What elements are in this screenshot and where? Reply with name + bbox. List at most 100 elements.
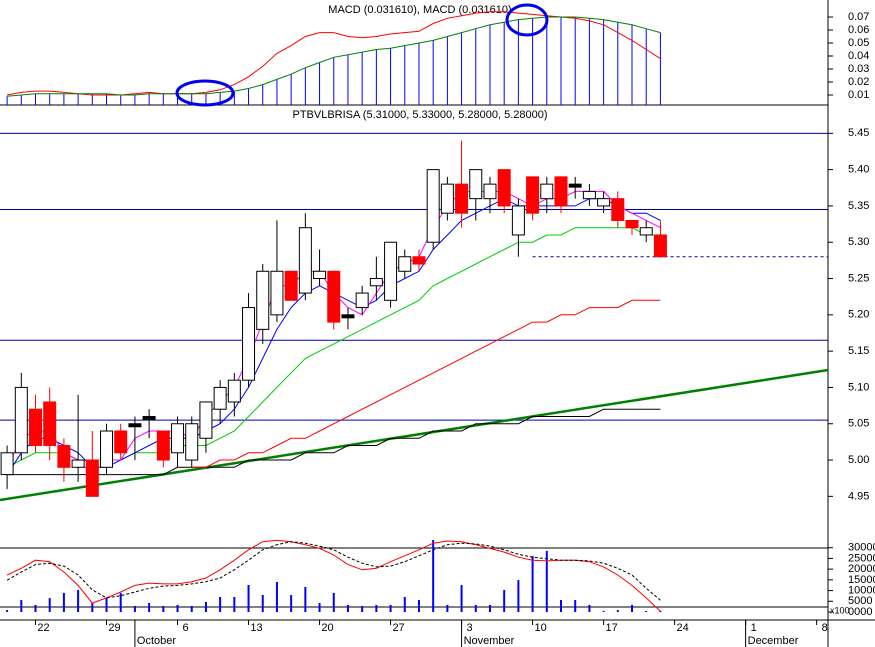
candle-body <box>639 227 653 236</box>
candle-body <box>369 278 383 287</box>
volume-bar <box>375 604 378 612</box>
y-tick-label: 5.30 <box>848 236 869 248</box>
y-tick-label: 5.05 <box>848 418 869 430</box>
candle-body <box>284 270 298 301</box>
volume-bar <box>559 600 562 612</box>
highlight-circle <box>505 3 549 37</box>
candle-body <box>199 401 213 439</box>
candle-body <box>341 314 355 319</box>
volume-bar <box>432 540 435 612</box>
candle-body <box>171 423 185 454</box>
y-tick-label: 0.04 <box>848 50 869 62</box>
candle-body <box>227 379 241 403</box>
price-title: PTBVLBRISA (5.31000, 5.33000, 5.28000, 5… <box>292 109 547 121</box>
y-tick-label: 0000 <box>848 606 872 618</box>
volume-bar <box>616 610 619 612</box>
volume-bar <box>290 595 293 612</box>
x-tick-label: 1 <box>751 622 757 634</box>
volume-bar <box>204 601 207 612</box>
y-tick-label: 5.15 <box>848 345 869 357</box>
y-tick-label: 30000 <box>848 542 875 554</box>
volume-bar <box>6 610 9 612</box>
volume-bar <box>304 586 307 612</box>
volume-bar <box>119 592 122 612</box>
x-tick-label: 6 <box>182 622 188 634</box>
oscillator-line <box>6 541 661 601</box>
y-tick-label: 0.06 <box>848 24 869 36</box>
x-tick-label: 10 <box>534 622 546 634</box>
y-tick-label: 0.01 <box>848 89 869 101</box>
candle-body <box>511 205 525 236</box>
volume-bar <box>346 604 349 612</box>
candle-body <box>313 270 327 280</box>
candle-body <box>611 198 625 221</box>
y-tick-label: 10000 <box>848 584 875 596</box>
y-tick-label: 5000 <box>848 595 872 607</box>
volume-bar <box>318 603 321 612</box>
candle-body <box>384 241 398 301</box>
volume-bar <box>247 585 250 612</box>
volume-bar <box>190 606 193 612</box>
candle-body <box>14 386 28 454</box>
oscillator-line <box>6 539 661 612</box>
volume-bar <box>588 604 591 612</box>
volume-bar <box>602 610 605 612</box>
month-label: December <box>748 635 799 647</box>
candle-body <box>483 183 497 200</box>
candle-body <box>142 415 156 420</box>
y-tick-label: 5.35 <box>848 200 869 212</box>
candle-body <box>270 270 284 316</box>
volume-bar <box>219 597 222 612</box>
candle-body <box>582 190 596 200</box>
x-tick-label: 24 <box>676 622 688 634</box>
volume-bar <box>361 606 364 612</box>
candle-body <box>497 169 511 207</box>
volume-bar <box>659 610 662 612</box>
moving-average <box>191 299 661 468</box>
candle-body <box>43 401 57 447</box>
x-tick-label: 8 <box>822 622 828 634</box>
trendline <box>0 368 829 502</box>
x-tick-label: 22 <box>37 622 49 634</box>
volume-bar <box>20 600 23 612</box>
candle-body <box>256 270 270 330</box>
volume-bar <box>488 604 491 612</box>
y-tick-label: 5.25 <box>848 272 869 284</box>
volume-bar <box>574 600 577 612</box>
x-tick-label: 3 <box>467 622 473 634</box>
candle-body <box>100 430 114 468</box>
candle-body <box>597 198 611 207</box>
candle-body <box>355 292 369 309</box>
volume-bar <box>34 604 37 612</box>
volume-bar <box>446 604 449 612</box>
x-tick-label: 27 <box>392 622 404 634</box>
volume-bar <box>148 603 151 612</box>
y-tick-label: 25000 <box>848 552 875 564</box>
y-tick-label: 5.10 <box>848 381 869 393</box>
x-tick-label: 29 <box>108 622 120 634</box>
y-tick-label: 0.05 <box>848 37 869 49</box>
volume-bar <box>62 592 65 612</box>
volume-bar <box>162 606 165 612</box>
candle-body <box>412 256 426 265</box>
volume-bar <box>389 604 392 612</box>
volume-bar <box>275 582 278 612</box>
candle-body <box>455 183 469 214</box>
volume-bar <box>460 585 463 612</box>
candle-body <box>554 176 568 207</box>
y-tick-label: 0.02 <box>848 76 869 88</box>
x-tick-label: 17 <box>605 622 617 634</box>
month-label: October <box>137 635 176 647</box>
candle-body <box>156 430 170 461</box>
y-tick-label: 5.45 <box>848 127 869 139</box>
volume-bar <box>48 598 51 612</box>
volume-bar <box>517 580 520 612</box>
x-tick-label: 20 <box>321 622 333 634</box>
candle-body <box>398 256 412 272</box>
candle-body <box>625 219 639 229</box>
volume-bar <box>332 592 335 612</box>
y-tick-label: 15000 <box>848 574 875 586</box>
volume-bar <box>645 610 648 612</box>
candle-body <box>426 169 440 243</box>
